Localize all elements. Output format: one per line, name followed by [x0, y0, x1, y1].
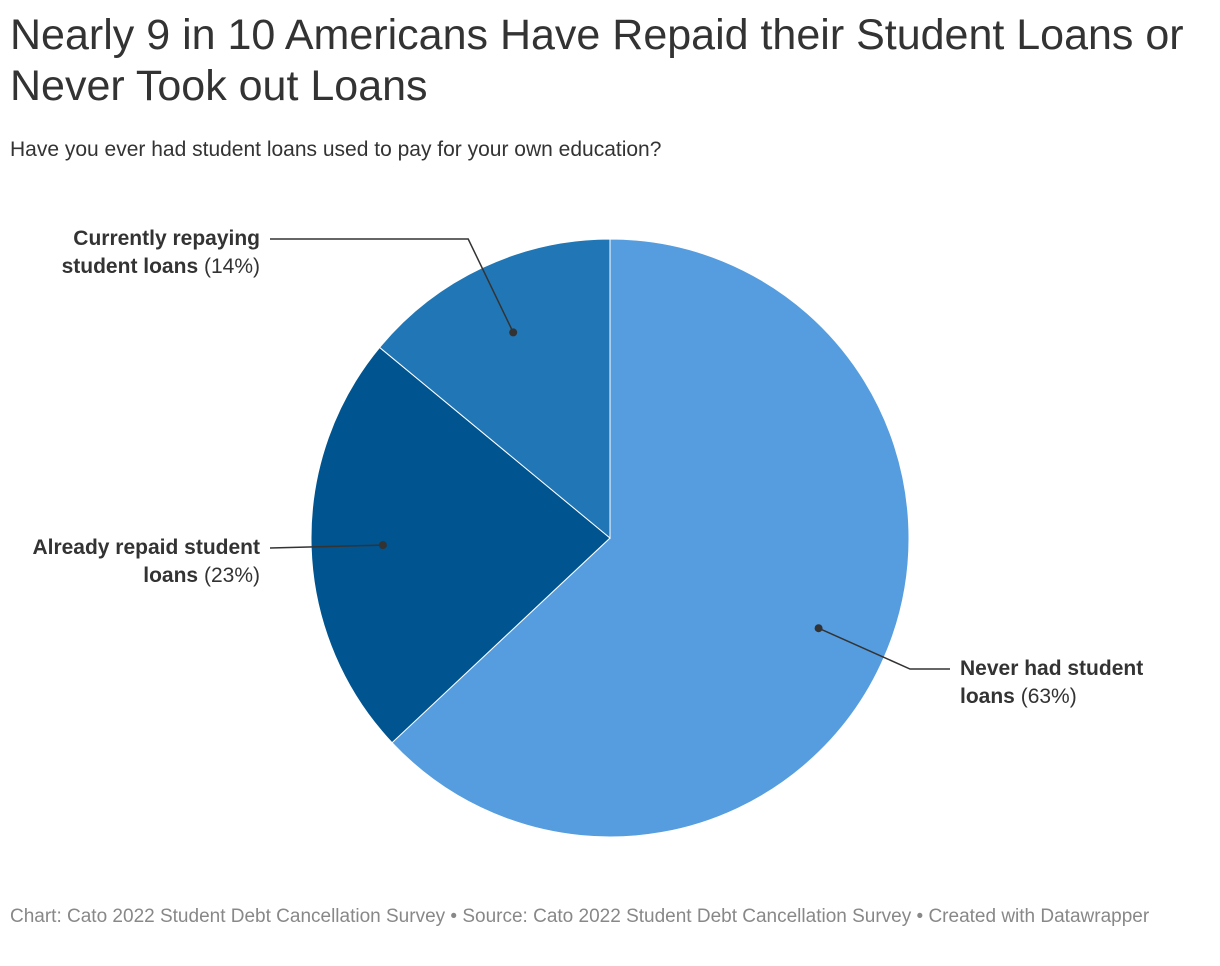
slice-label-percent: (63%) — [1020, 685, 1077, 708]
slice-label-never: Never had student loans (63%) — [960, 655, 1190, 711]
slice-label-name: Already repaid student loans — [32, 536, 260, 587]
pie-slice-never — [391, 238, 910, 838]
slice-label-repaying: Currently repaying student loans (14%) — [20, 225, 260, 281]
pie-slices — [310, 238, 910, 838]
leader-dot-never — [814, 624, 823, 633]
leader-line-repaying — [270, 238, 514, 333]
slice-label-percent: (14%) — [203, 255, 260, 278]
leader-line-never — [818, 627, 950, 670]
chart-title: Nearly 9 in 10 Americans Have Repaid the… — [10, 11, 1184, 110]
slice-label-name: Never had student loans — [960, 657, 1144, 708]
chart-subtitle: Have you ever had student loans used to … — [10, 138, 662, 161]
leader-dot-repaid — [378, 541, 387, 550]
chart-footer-credits: Chart: Cato 2022 Student Debt Cancellati… — [10, 906, 1150, 927]
slice-label-percent: (23%) — [203, 564, 260, 587]
leader-line-repaid — [269, 544, 383, 549]
slice-label-name: Currently repaying student loans — [61, 227, 260, 278]
label-leader-lines — [269, 238, 950, 670]
leader-dot-repaying — [509, 328, 518, 337]
slice-label-repaid: Already repaid student loans (23%) — [20, 534, 260, 590]
